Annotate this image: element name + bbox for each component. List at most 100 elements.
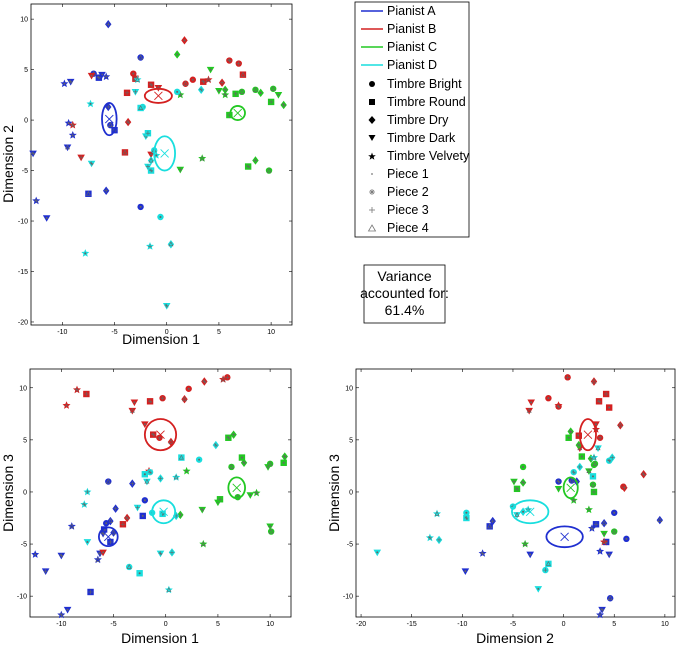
piece-glyph xyxy=(43,568,48,574)
y-tick-label: -5 xyxy=(21,542,27,549)
x-tick-label: 0 xyxy=(164,621,168,628)
piece-glyph xyxy=(249,494,252,497)
piece-glyph xyxy=(603,532,606,535)
piece-glyph xyxy=(603,391,609,397)
centroid-cross xyxy=(159,507,168,517)
piece-glyph xyxy=(522,465,525,468)
piece-glyph xyxy=(267,460,273,466)
piece-glyph xyxy=(213,443,218,448)
piece-glyph xyxy=(556,404,561,409)
centroid-cross xyxy=(525,507,535,517)
x-tick-label: 5 xyxy=(216,621,220,628)
piece-glyph xyxy=(89,102,92,105)
piece-glyph xyxy=(266,167,272,173)
piece-glyph xyxy=(601,539,607,544)
x-tick-label: -5 xyxy=(111,329,117,336)
piece-glyph xyxy=(240,71,246,77)
piece-glyph xyxy=(134,76,140,82)
piece-glyph xyxy=(89,161,94,166)
x-tick-label: -10 xyxy=(457,621,467,628)
legend-item-piece-2: Piece 2 xyxy=(369,185,429,199)
piece-glyph xyxy=(228,464,234,469)
piece-glyph xyxy=(185,470,188,473)
piece-glyph xyxy=(198,458,201,461)
piece-glyph xyxy=(233,91,238,97)
x-tick-label: 5 xyxy=(217,329,221,336)
piece-glyph xyxy=(103,74,109,79)
piece-glyph xyxy=(126,120,131,125)
plus-marker-icon xyxy=(369,207,375,213)
plot-frame xyxy=(355,368,676,618)
piece-glyph xyxy=(465,511,468,514)
piece-glyph xyxy=(158,551,163,556)
piece-glyph xyxy=(240,456,243,459)
x-tick-label: 10 xyxy=(266,621,274,628)
centroid-cross xyxy=(566,483,576,493)
piece-glyph xyxy=(200,541,206,546)
centroid-cross xyxy=(154,91,163,101)
plot-frame xyxy=(30,3,293,326)
legend-item-pianist-d: Pianist D xyxy=(361,58,437,72)
piece-glyph xyxy=(85,489,90,495)
piece-glyph xyxy=(606,552,612,557)
piece-glyph xyxy=(601,520,607,526)
centroid-ellipse xyxy=(545,525,584,549)
piece-glyph xyxy=(143,423,146,426)
piece-glyph xyxy=(199,87,204,92)
piece-glyph xyxy=(557,487,560,490)
piece-glyph xyxy=(97,551,102,556)
legend-label: Timbre Dark xyxy=(387,131,456,145)
piece-glyph xyxy=(133,89,138,95)
piece-glyph xyxy=(151,432,156,437)
legend-item-pianist-c: Pianist C xyxy=(361,40,437,54)
piece-glyph xyxy=(84,252,87,255)
piece-glyph xyxy=(148,470,153,475)
x-tick-label: 5 xyxy=(612,621,616,628)
piece-glyph xyxy=(147,244,153,249)
piece-glyph xyxy=(543,567,548,573)
legend-label: Pianist D xyxy=(387,58,437,72)
centroid-ellipse xyxy=(153,135,176,172)
piece-glyph xyxy=(31,151,36,156)
legend-label: Piece 2 xyxy=(387,185,429,199)
piece-glyph xyxy=(220,376,226,382)
point-pianist-b-dry xyxy=(181,395,188,404)
legend-label: Piece 3 xyxy=(387,203,429,217)
point-pianist-b-dry xyxy=(590,377,598,386)
piece-glyph xyxy=(96,75,101,80)
piece-glyph xyxy=(65,404,68,407)
piece-glyph xyxy=(608,406,611,409)
point-pianist-d-dark xyxy=(143,478,151,486)
piece-glyph xyxy=(59,612,64,617)
y-axis-label: Dimension 2 xyxy=(0,125,16,203)
piece-glyph xyxy=(176,90,179,93)
square-marker-icon xyxy=(369,99,375,105)
piece-glyph xyxy=(130,481,135,486)
y-tick-label: -10 xyxy=(18,219,28,226)
piece-glyph xyxy=(568,429,573,434)
piece-glyph xyxy=(613,511,616,514)
piece-glyph xyxy=(108,539,113,545)
piece-glyph xyxy=(202,379,207,384)
centroid-cross xyxy=(104,114,114,124)
x-tick-label: 10 xyxy=(267,329,275,336)
piece-glyph xyxy=(191,78,194,81)
legend: Pianist A Pianist B Pianist C Pianist D … xyxy=(354,1,470,238)
piece-glyph xyxy=(254,491,259,495)
piece-glyph xyxy=(259,91,262,94)
y-tick-label: 10 xyxy=(19,385,27,392)
piece-glyph xyxy=(591,378,597,384)
piece-glyph xyxy=(205,76,211,82)
piece-glyph xyxy=(427,535,432,540)
piece-glyph xyxy=(101,531,106,536)
piece-glyph xyxy=(593,522,599,527)
piece-glyph xyxy=(178,512,183,518)
y-tick-label: 0 xyxy=(349,489,353,496)
piece-glyph xyxy=(657,517,663,522)
piece-glyph xyxy=(78,155,84,160)
legend-label: Timbre Bright xyxy=(387,77,462,91)
piece-glyph xyxy=(625,537,628,540)
piece-glyph xyxy=(521,480,526,485)
legend-item-piece-4: Piece 4 xyxy=(367,221,429,235)
x-tick-label: -15 xyxy=(407,621,417,628)
